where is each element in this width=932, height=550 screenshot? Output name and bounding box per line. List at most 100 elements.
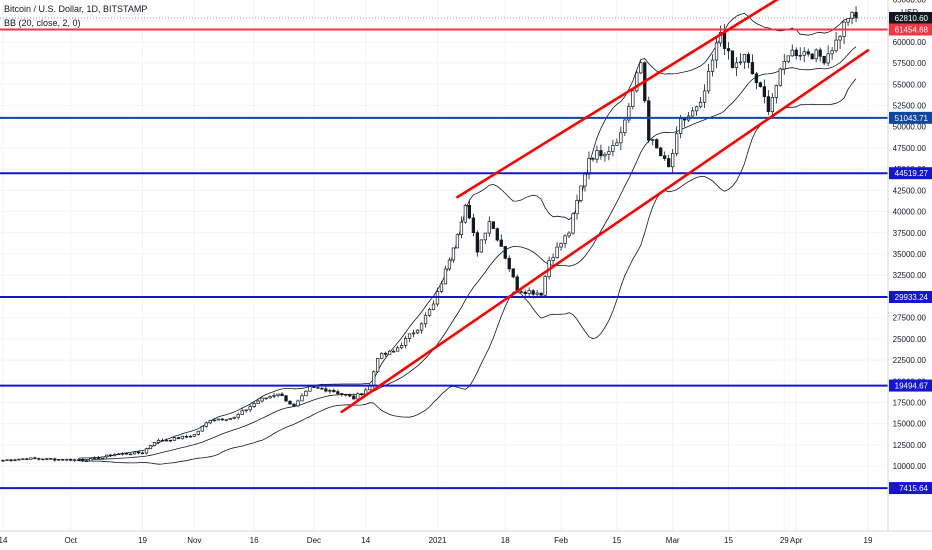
candle bbox=[475, 230, 480, 257]
candle bbox=[415, 329, 420, 335]
candle bbox=[491, 221, 495, 229]
candle bbox=[802, 47, 806, 63]
y-tick-label: 27500.00 bbox=[893, 314, 927, 323]
candle-body bbox=[160, 439, 165, 442]
candle bbox=[53, 457, 57, 462]
candle-body bbox=[579, 185, 583, 201]
candle bbox=[116, 452, 121, 456]
candle-body bbox=[507, 257, 511, 270]
candle bbox=[236, 412, 240, 420]
candle-body bbox=[523, 291, 527, 294]
bollinger-lower bbox=[78, 78, 857, 465]
candle bbox=[599, 144, 603, 160]
candle-body bbox=[854, 12, 858, 19]
candle bbox=[268, 395, 272, 399]
candle-body bbox=[679, 118, 683, 134]
price-tag-box bbox=[889, 167, 932, 180]
candle-body bbox=[411, 332, 416, 335]
candle bbox=[164, 438, 169, 442]
candle bbox=[447, 257, 452, 271]
candle bbox=[168, 439, 173, 443]
x-tick-label: 19 bbox=[864, 536, 873, 545]
candle-body bbox=[77, 459, 81, 461]
candle-body bbox=[587, 158, 591, 175]
y-tick-label: 47500.00 bbox=[893, 144, 927, 153]
candle bbox=[575, 194, 579, 220]
candle bbox=[551, 253, 555, 266]
x-tick-label: 29 bbox=[780, 536, 789, 545]
trend-line[interactable] bbox=[456, 0, 784, 199]
candle-body bbox=[188, 435, 192, 438]
candle-body bbox=[575, 200, 579, 215]
candle-body bbox=[69, 458, 73, 461]
candle bbox=[360, 393, 364, 397]
candle-body bbox=[164, 439, 169, 442]
candle bbox=[647, 96, 651, 143]
price-tag-label: 44519.27 bbox=[895, 169, 929, 178]
candle bbox=[176, 437, 181, 440]
candle bbox=[559, 242, 563, 251]
candle-body bbox=[838, 36, 842, 41]
trend-line[interactable] bbox=[340, 49, 870, 414]
candle-body bbox=[710, 59, 715, 72]
candle bbox=[276, 393, 280, 398]
candle bbox=[25, 457, 29, 460]
candle bbox=[587, 151, 591, 180]
horizontal-levels[interactable] bbox=[0, 17, 888, 490]
time-axis[interactable]: 14 Oct 19 Nov 16 Dec 14 2021 18 Feb 15 Mar 15 29 Apr 19 bbox=[0, 530, 932, 545]
x-tick-label: Oct bbox=[65, 536, 78, 545]
candle bbox=[296, 399, 300, 408]
candle bbox=[483, 232, 487, 245]
candle-body bbox=[786, 55, 790, 62]
candle bbox=[790, 44, 794, 57]
candle bbox=[742, 53, 747, 69]
candle bbox=[220, 417, 224, 421]
candle bbox=[455, 233, 460, 249]
candle-body bbox=[204, 422, 208, 427]
price-tag-box bbox=[889, 482, 932, 495]
candle bbox=[603, 152, 607, 162]
candle-body bbox=[762, 86, 767, 97]
candle bbox=[200, 425, 204, 432]
candle-body bbox=[336, 391, 340, 394]
x-tick-label: 14 bbox=[361, 536, 370, 545]
y-tick-label: 55000.00 bbox=[893, 80, 927, 89]
candle bbox=[738, 53, 743, 66]
candle-body bbox=[395, 347, 400, 352]
candle-body bbox=[296, 400, 300, 407]
candle-body bbox=[244, 409, 248, 412]
trend-channel[interactable] bbox=[340, 0, 870, 414]
candle bbox=[224, 419, 228, 422]
candle bbox=[81, 458, 85, 463]
candle-body bbox=[443, 268, 448, 285]
candle bbox=[407, 333, 412, 343]
candle-body bbox=[17, 458, 21, 461]
candle-body bbox=[447, 259, 452, 270]
candle bbox=[33, 456, 37, 460]
candle bbox=[320, 387, 324, 390]
y-tick-label: 32500.00 bbox=[893, 271, 927, 280]
candle-body bbox=[360, 393, 364, 395]
candle bbox=[706, 63, 711, 94]
candle-body bbox=[320, 387, 324, 390]
candle bbox=[399, 342, 404, 350]
candle bbox=[184, 434, 189, 439]
price-axis-tags: 62810.60 61454.68 51043.71 44519.27 29933.24… bbox=[889, 11, 932, 495]
candle-body bbox=[93, 457, 97, 459]
candle-body bbox=[228, 417, 232, 421]
candle bbox=[667, 154, 671, 168]
candle bbox=[172, 436, 177, 441]
candle bbox=[104, 454, 109, 459]
candle-body bbox=[104, 454, 109, 458]
candle-body bbox=[790, 49, 794, 57]
candle bbox=[543, 275, 547, 298]
candle bbox=[152, 442, 157, 447]
candle-body bbox=[519, 291, 523, 293]
candle-body bbox=[192, 434, 196, 437]
candle bbox=[467, 199, 472, 220]
candle-body bbox=[599, 150, 603, 157]
candle-body bbox=[675, 133, 679, 154]
candle-body bbox=[467, 204, 472, 219]
candle bbox=[403, 335, 408, 349]
